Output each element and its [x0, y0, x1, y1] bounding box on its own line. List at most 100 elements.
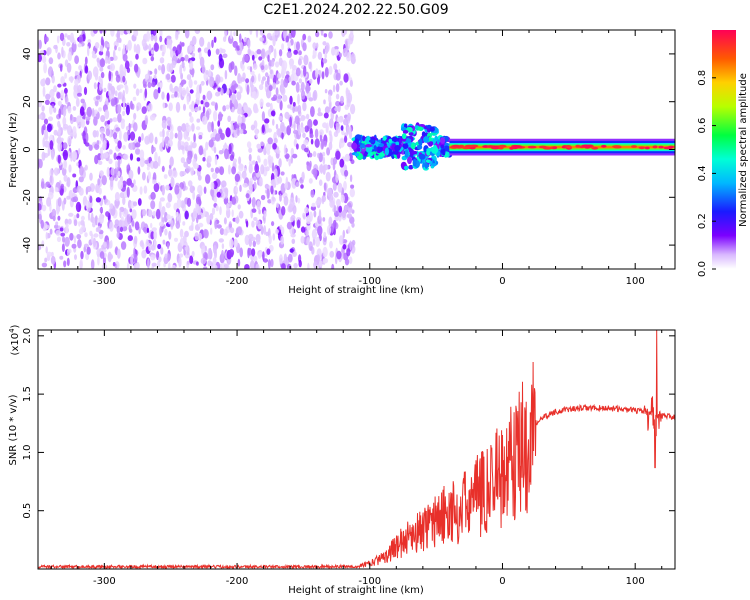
heatmap-cell	[49, 228, 53, 235]
heatmap-cell	[206, 214, 211, 224]
heatmap-cell	[148, 243, 152, 252]
heatmap-cell	[137, 198, 142, 206]
heatmap-cell	[418, 153, 426, 160]
heatmap-cell	[80, 118, 86, 128]
heatmap-cell	[302, 42, 307, 52]
heatmap-cell	[240, 60, 243, 69]
heatmap-cell	[218, 111, 223, 122]
heatmap-cell	[212, 244, 217, 254]
heatmap-cell	[78, 221, 81, 227]
heatmap-cell	[138, 136, 142, 143]
heatmap-cell	[304, 147, 309, 153]
heatmap-cell	[184, 210, 189, 220]
heatmap-cell	[141, 106, 147, 114]
heatmap-cell	[144, 74, 150, 80]
heatmap-cell	[365, 144, 373, 148]
heatmap-cell	[118, 84, 124, 89]
heatmap-cell	[404, 149, 409, 156]
heatmap-cell	[164, 211, 168, 223]
heatmap-cell	[509, 146, 514, 150]
heatmap-cell	[347, 226, 351, 234]
heatmap-cell	[161, 91, 165, 100]
heatmap-cell	[67, 51, 73, 62]
heatmap-cell	[344, 153, 350, 162]
heatmap-cell	[278, 49, 283, 57]
heatmap-cell	[224, 148, 229, 160]
heatmap-cell	[300, 81, 305, 92]
heatmap-cell	[344, 205, 349, 211]
heatmap-cell	[663, 146, 673, 150]
heatmap-cell	[300, 70, 303, 78]
heatmap-cell	[464, 144, 474, 148]
heatmap-cell	[181, 123, 187, 133]
heatmap-cell	[335, 93, 340, 100]
heatmap-cell	[175, 101, 181, 113]
heatmap-cell	[313, 89, 318, 101]
heatmap-cell	[80, 215, 85, 221]
heatmap-cell	[99, 207, 103, 213]
heatmap-cell	[63, 197, 67, 205]
heatmap-cell	[428, 141, 433, 147]
heatmap-cell	[98, 93, 103, 103]
heatmap-cell	[46, 47, 52, 55]
heatmap-cell	[105, 128, 111, 137]
heatmap-cell	[64, 236, 70, 247]
heatmap-cell	[365, 145, 373, 153]
heatmap-cell	[147, 258, 150, 269]
heatmap-cell	[320, 30, 324, 36]
snr-x-label: Height of straight line (km)	[288, 585, 424, 596]
heatmap-cell	[248, 147, 253, 153]
heatmap-cell	[429, 161, 433, 165]
heatmap-cell	[290, 147, 294, 157]
heatmap-cell	[239, 33, 242, 44]
heatmap-cell	[296, 219, 301, 229]
heatmap-cell	[223, 229, 227, 236]
heatmap-cell	[270, 59, 275, 67]
heatmap-cell	[150, 56, 155, 62]
heatmap-cell	[106, 166, 110, 178]
heatmap-cell	[298, 78, 303, 84]
heatmap-cell	[231, 166, 237, 175]
heatmap-cell	[119, 209, 122, 219]
heatmap-cell	[527, 145, 537, 149]
heatmap-cell	[134, 221, 140, 231]
heatmap-cell	[315, 236, 321, 248]
heatmap-cell	[79, 259, 83, 269]
heatmap-cell	[62, 123, 69, 130]
heatmap-cell	[205, 141, 209, 151]
heatmap-cell	[339, 158, 345, 168]
heatmap-cell	[213, 36, 217, 43]
heatmap-cell	[155, 208, 161, 220]
heatmap-cell	[237, 204, 241, 210]
heatmap-cell	[44, 257, 48, 263]
heatmap-cell	[320, 163, 324, 174]
heatmap-cell	[150, 191, 156, 200]
heatmap-cell	[258, 56, 263, 61]
heatmap-cell	[119, 30, 124, 36]
heatmap-cell	[188, 63, 193, 68]
heatmap-cell	[159, 35, 163, 43]
heatmap-cell	[179, 228, 184, 238]
heatmap-cell	[167, 192, 173, 203]
heatmap-cell	[78, 187, 84, 196]
heatmap-cell	[233, 31, 236, 37]
heatmap-cell	[306, 236, 310, 246]
heatmap-cell	[346, 248, 351, 257]
heatmap-cell	[323, 182, 327, 191]
heatmap-cell	[99, 58, 106, 68]
heatmap-cell	[298, 124, 301, 136]
heatmap-cell	[192, 46, 195, 53]
heatmap-cell	[404, 165, 409, 171]
heatmap-cell	[402, 143, 409, 150]
heatmap-cell	[133, 253, 138, 264]
heatmap-cell	[395, 141, 400, 146]
heatmap-cell	[199, 83, 202, 94]
heatmap-cell	[72, 106, 77, 111]
heatmap-cell	[226, 203, 230, 211]
heatmap-cell	[84, 232, 88, 238]
heatmap-cell	[192, 191, 196, 200]
heatmap-cell	[82, 130, 86, 142]
x-tick-label: -200	[226, 276, 249, 287]
heatmap-cell	[289, 58, 293, 70]
heatmap-cell	[339, 52, 342, 58]
